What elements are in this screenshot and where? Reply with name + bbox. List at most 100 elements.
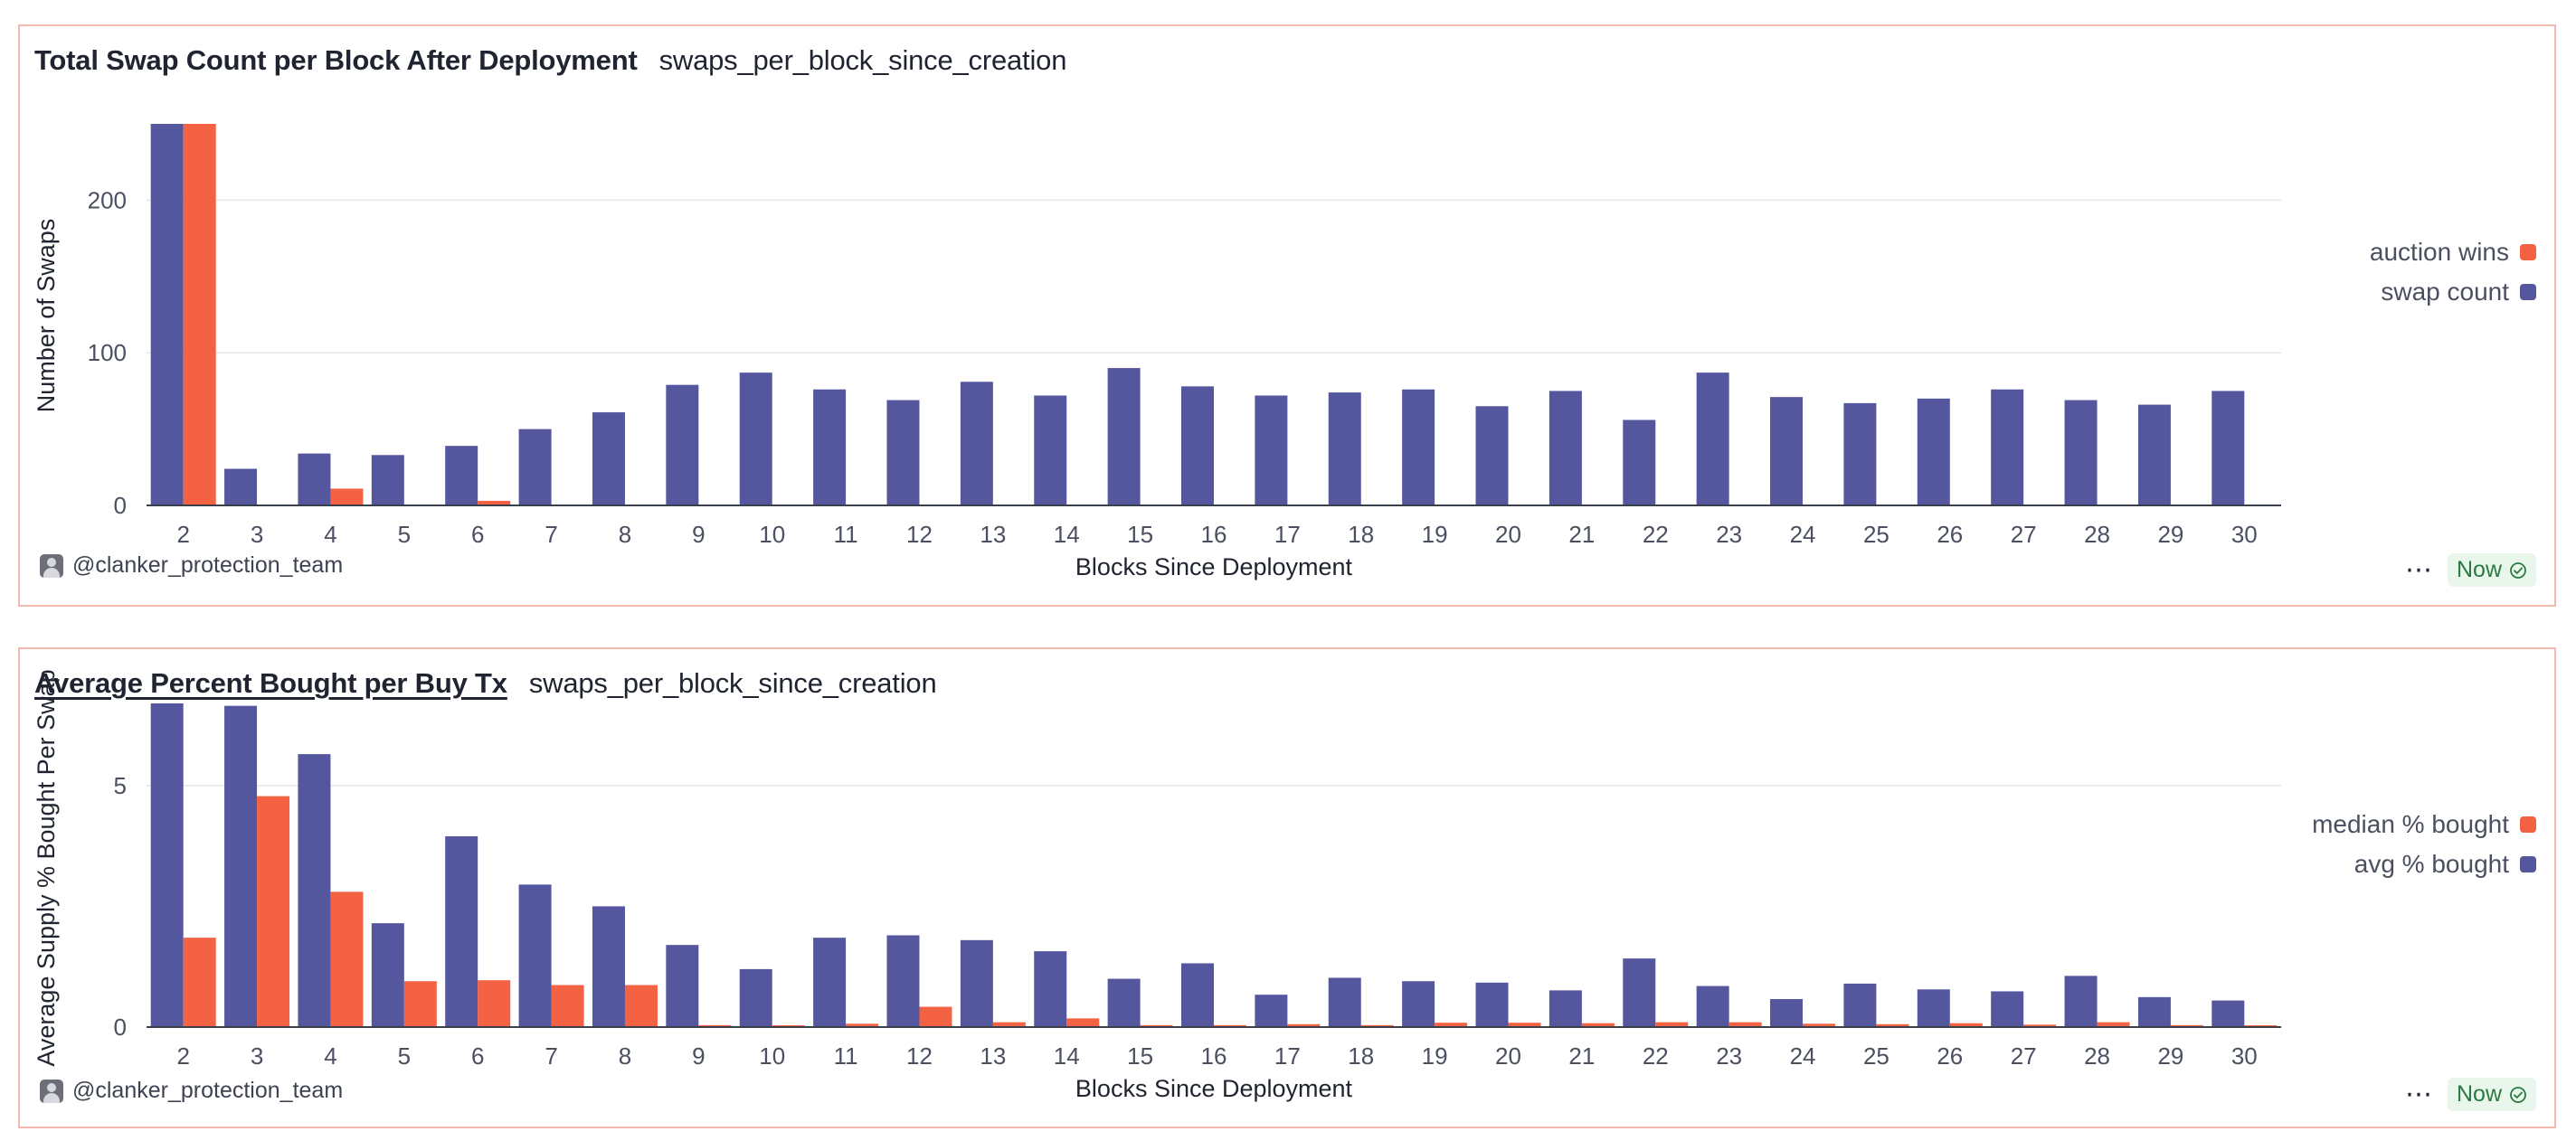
bar (1034, 951, 1067, 1027)
x-tick-label: 17 (1274, 521, 1301, 548)
bar (813, 389, 847, 505)
x-tick-label: 30 (2231, 1042, 2258, 1070)
x-tick-label: 17 (1274, 1042, 1301, 1070)
author-attribution[interactable]: @clanker_protection_team (40, 1078, 343, 1104)
bar (1140, 1024, 1173, 1027)
bar (1991, 389, 2024, 505)
chart-title[interactable]: Total Swap Count per Block After Deploym… (34, 44, 638, 76)
bar-chart-percent-bought: 052 3 4 5 6 7 8 9 10 11 12 13 14 15 16 17 18 19 20 21 22 23 24… (33, 669, 2281, 1102)
bar (1066, 1018, 1100, 1027)
bar (2211, 391, 2245, 505)
legend-swatch (2520, 244, 2536, 260)
bar (2064, 976, 2098, 1027)
x-tick-label: 25 (1863, 521, 1889, 548)
bar (478, 980, 511, 1027)
legend-item[interactable]: avg % bought (2354, 848, 2536, 881)
x-tick-label: 22 (1643, 1042, 1669, 1070)
bar (1696, 372, 1729, 505)
x-tick-label: 8 (619, 521, 631, 548)
bar (2023, 1024, 2057, 1027)
x-tick-label: 29 (2157, 1042, 2183, 1070)
bar (2097, 1022, 2130, 1027)
bar (478, 500, 511, 505)
author-name[interactable]: @clanker_protection_team (72, 1078, 344, 1103)
bar (1328, 392, 1361, 505)
bar (1623, 958, 1656, 1027)
chart-title[interactable]: Average Percent Bought per Buy Tx (34, 667, 507, 699)
x-tick-label: 22 (1643, 521, 1669, 548)
x-tick-label: 18 (1348, 1042, 1374, 1070)
x-tick-label: 6 (471, 521, 484, 548)
x-tick-label: 10 (759, 1042, 785, 1070)
x-tick-label: 28 (2084, 1042, 2110, 1070)
x-tick-label: 16 (1201, 521, 1227, 548)
legend-item[interactable]: swap count (2381, 276, 2536, 308)
bar (1328, 977, 1361, 1027)
bar (150, 124, 184, 505)
chart-panel-percent-bought: Average Percent Bought per Buy Tx swaps_… (18, 647, 2556, 1128)
x-tick-label: 24 (1790, 1042, 1816, 1070)
bar (445, 835, 478, 1027)
chart-legend: median % bought avg % bought (2312, 808, 2536, 881)
bar (1034, 395, 1067, 505)
x-tick-label: 7 (545, 521, 557, 548)
x-tick-label: 14 (1054, 521, 1080, 548)
bar (666, 384, 699, 505)
bar (1107, 368, 1141, 505)
x-tick-label: 27 (2011, 1042, 2037, 1070)
legend-item[interactable]: auction wins (2370, 236, 2536, 269)
bar (919, 1006, 952, 1027)
x-axis-label: Blocks Since Deployment (1075, 1075, 1353, 1102)
more-icon[interactable]: ⋯ (2404, 554, 2433, 585)
bar (1255, 395, 1288, 505)
panel-header: Total Swap Count per Block After Deploym… (34, 42, 1066, 79)
bar (150, 703, 184, 1027)
x-tick-label: 24 (1790, 521, 1816, 548)
bar (886, 400, 920, 505)
x-tick-label: 4 (324, 521, 336, 548)
author-name[interactable]: @clanker_protection_team (72, 552, 344, 578)
bar (445, 446, 478, 505)
x-tick-label: 15 (1127, 521, 1153, 548)
bar (1107, 978, 1141, 1027)
bar (592, 906, 625, 1027)
x-tick-label: 8 (619, 1042, 631, 1070)
bar (624, 985, 658, 1027)
status-text: Now (2456, 1081, 2502, 1107)
x-tick-label: 2 (176, 1042, 189, 1070)
x-tick-label: 2 (176, 521, 189, 548)
bar (1548, 391, 1582, 505)
bar (2137, 996, 2171, 1027)
bar (846, 1023, 879, 1027)
author-attribution[interactable]: @clanker_protection_team (40, 552, 343, 579)
legend-swatch (2520, 816, 2536, 833)
more-icon[interactable]: ⋯ (2404, 1079, 2433, 1109)
bar (1475, 982, 1509, 1027)
bar (592, 412, 625, 505)
bar (813, 938, 847, 1027)
bar (1287, 1023, 1321, 1027)
x-tick-label: 6 (471, 1042, 484, 1070)
avatar (40, 553, 63, 578)
bar (551, 985, 584, 1027)
bar (2211, 1000, 2245, 1027)
query-name: swaps_per_block_since_creation (528, 667, 937, 699)
bar (960, 939, 993, 1027)
y-tick-label: 0 (114, 1014, 127, 1041)
x-tick-label: 23 (1716, 1042, 1742, 1070)
x-tick-label: 19 (1422, 1042, 1448, 1070)
x-tick-label: 15 (1127, 1042, 1153, 1070)
y-tick-label: 5 (114, 772, 127, 799)
x-tick-label: 3 (251, 521, 263, 548)
bar (1181, 386, 1214, 505)
bar (739, 968, 772, 1027)
legend-item[interactable]: median % bought (2312, 808, 2536, 841)
x-tick-label: 25 (1863, 1042, 1889, 1070)
x-tick-label: 12 (906, 521, 933, 548)
x-tick-label: 18 (1348, 521, 1374, 548)
x-tick-label: 30 (2231, 521, 2258, 548)
bar (371, 455, 404, 505)
bar (1508, 1023, 1541, 1027)
x-tick-label: 5 (398, 521, 411, 548)
